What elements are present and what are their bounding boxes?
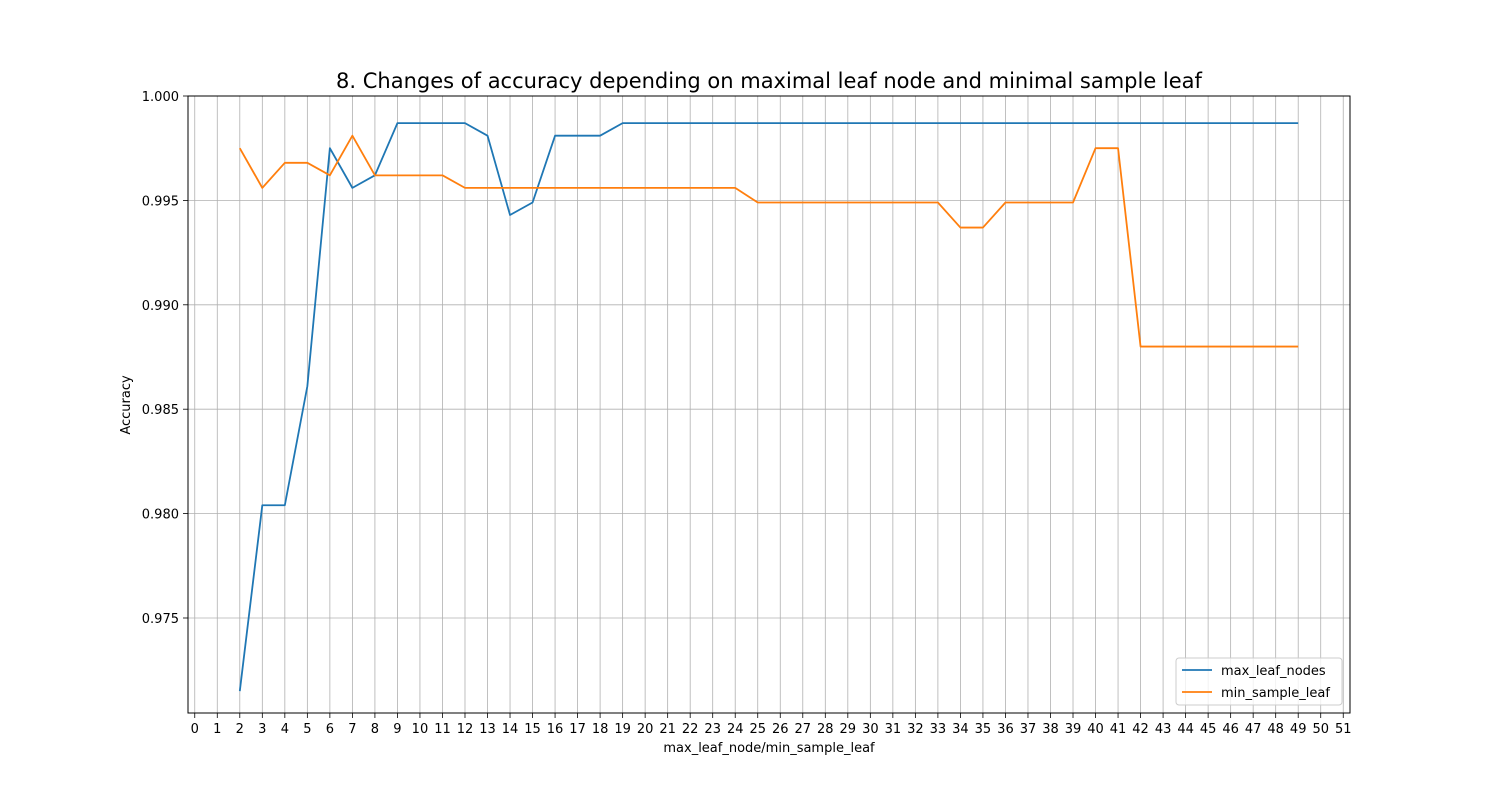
x-tick-label: 7 xyxy=(348,722,356,737)
x-tick-label: 18 xyxy=(592,722,609,737)
x-tick-label: 32 xyxy=(907,722,924,737)
x-tick-label: 14 xyxy=(502,722,519,737)
legend: max_leaf_nodes min_sample_leaf xyxy=(1175,657,1343,706)
legend-label: min_sample_leaf xyxy=(1221,686,1330,701)
x-tick-label: 20 xyxy=(637,722,654,737)
x-tick-label: 10 xyxy=(412,722,429,737)
x-tick-label: 44 xyxy=(1177,722,1194,737)
x-tick-label: 19 xyxy=(614,722,631,737)
x-tick-label: 22 xyxy=(682,722,699,737)
series-lines xyxy=(238,122,1299,692)
x-tick-label: 12 xyxy=(457,722,474,737)
x-tick-label: 48 xyxy=(1267,722,1284,737)
x-tick-label: 46 xyxy=(1222,722,1239,737)
x-tick-label: 38 xyxy=(1042,722,1059,737)
x-tick-label: 2 xyxy=(236,722,244,737)
y-axis-label: Accuracy xyxy=(119,375,134,435)
x-axis-label: max_leaf_node/min_sample_leaf xyxy=(663,741,875,756)
x-tick-label: 9 xyxy=(393,722,401,737)
y-tick-label: 0.995 xyxy=(142,194,179,209)
x-tick-label: 13 xyxy=(479,722,496,737)
x-tick-label: 42 xyxy=(1132,722,1149,737)
x-tick-label: 31 xyxy=(885,722,902,737)
x-tick-label: 37 xyxy=(1020,722,1037,737)
series-line-min-sample-leaf xyxy=(239,134,1299,348)
y-tick-label: 0.985 xyxy=(142,403,179,418)
x-tick-label: 41 xyxy=(1110,722,1127,737)
x-tick-label: 34 xyxy=(952,722,969,737)
x-tick-label: 36 xyxy=(997,722,1014,737)
series-line-max-leaf-nodes xyxy=(238,122,1299,692)
x-tick-label: 5 xyxy=(303,722,311,737)
x-tick-label: 21 xyxy=(659,722,676,737)
x-tick-label: 49 xyxy=(1290,722,1307,737)
x-tick-label: 23 xyxy=(704,722,721,737)
x-tick-label: 25 xyxy=(749,722,766,737)
plot-frame xyxy=(187,95,1351,714)
x-tick-label: 6 xyxy=(326,722,334,737)
x-tick-label: 51 xyxy=(1335,722,1352,737)
x-tick-label: 50 xyxy=(1312,722,1329,737)
x-tick-label: 8 xyxy=(371,722,379,737)
x-tick-label: 43 xyxy=(1155,722,1172,737)
y-tick-label: 0.975 xyxy=(142,612,179,627)
x-tick-label: 47 xyxy=(1245,722,1262,737)
x-tick-label: 27 xyxy=(795,722,812,737)
x-tick-label: 11 xyxy=(434,722,451,737)
x-tick-label: 45 xyxy=(1200,722,1217,737)
y-tick-label: 1.000 xyxy=(142,90,179,105)
x-tick-label: 33 xyxy=(930,722,947,737)
x-tick-label: 40 xyxy=(1087,722,1104,737)
x-tick-label: 30 xyxy=(862,722,879,737)
x-tick-label: 39 xyxy=(1065,722,1082,737)
x-tick-label: 3 xyxy=(258,722,266,737)
y-tick-label: 0.990 xyxy=(142,299,179,314)
legend-box xyxy=(1175,657,1343,706)
x-tick-label: 24 xyxy=(727,722,744,737)
chart-title: 8. Changes of accuracy depending on maxi… xyxy=(336,69,1202,93)
axis-ticks: 0 1 2 3 4 5 6 7 8 9 10 11 12 13 14 15 16 17 18 19 20 21 22 23 24… xyxy=(142,90,1352,737)
x-tick-label: 16 xyxy=(547,722,564,737)
x-tick-label: 35 xyxy=(975,722,992,737)
x-tick-label: 1 xyxy=(213,722,221,737)
x-tick-label: 15 xyxy=(524,722,541,737)
x-tick-label: 28 xyxy=(817,722,834,737)
y-tick-label: 0.980 xyxy=(142,508,179,523)
x-tick-label: 17 xyxy=(569,722,586,737)
x-tick-label: 26 xyxy=(772,722,789,737)
x-tick-label: 0 xyxy=(191,722,199,737)
legend-label: max_leaf_nodes xyxy=(1221,664,1326,679)
x-tick-label: 4 xyxy=(281,722,289,737)
x-tick-label: 29 xyxy=(840,722,857,737)
